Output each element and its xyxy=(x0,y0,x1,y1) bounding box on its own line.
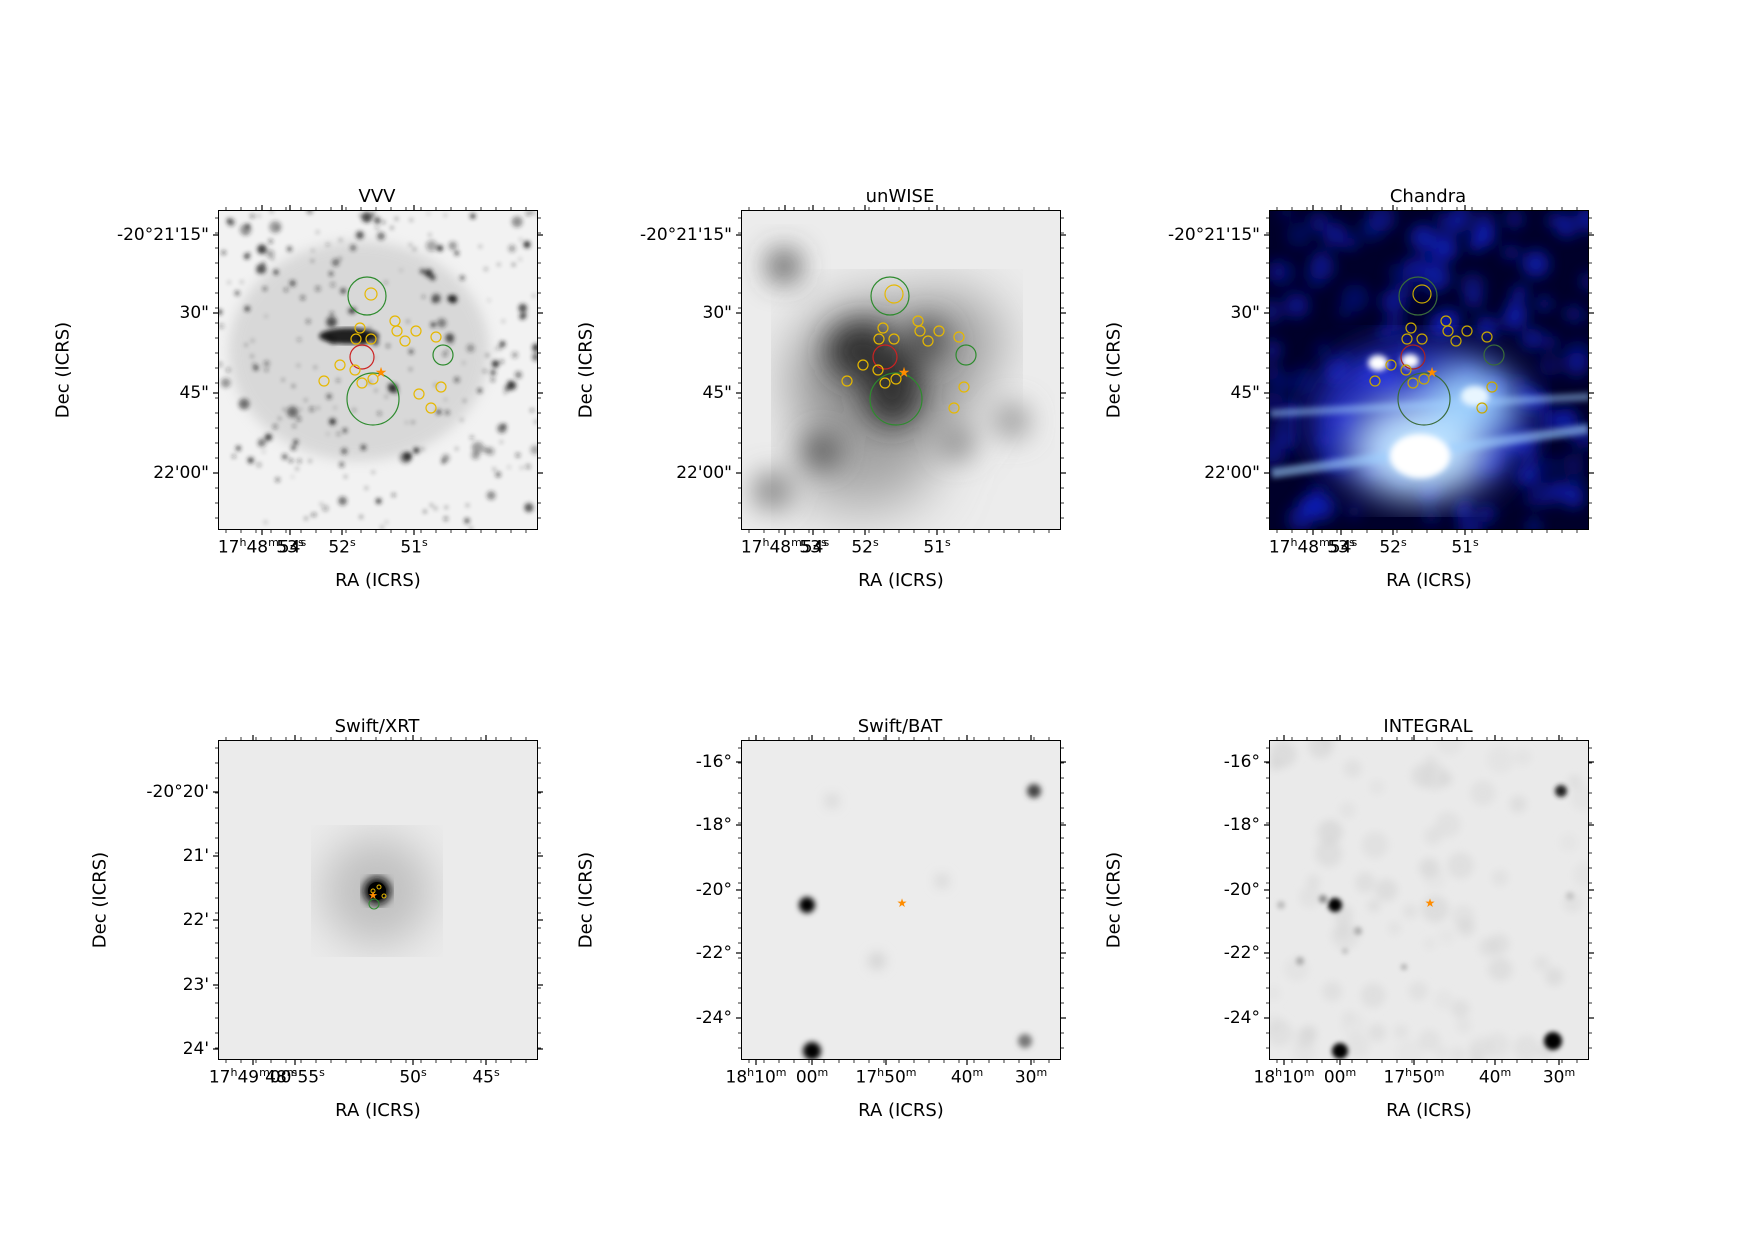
y-axis-label: Dec (ICRS) xyxy=(1103,851,1125,949)
vvv-image: ★ xyxy=(218,210,538,530)
x-tick-label: 17h50m xyxy=(855,1066,917,1088)
y-tick-label: -20°21'15" xyxy=(1167,225,1260,245)
y-tick-label: -20°21'15" xyxy=(116,225,209,245)
y-tick-label: 21' xyxy=(182,846,209,866)
y-tick-label: -20° xyxy=(1223,880,1260,900)
star-marker: ★ xyxy=(375,365,388,381)
x-tick-label: 30m xyxy=(1542,1066,1576,1088)
y-tick-label: 22'00" xyxy=(676,463,732,483)
star-marker: ★ xyxy=(1426,365,1439,381)
x-tick-label: 53s xyxy=(1327,536,1355,558)
x-tick-label: 52s xyxy=(851,536,879,558)
y-axis-label: Dec (ICRS) xyxy=(89,851,111,949)
panel-title: Chandra xyxy=(1389,186,1467,207)
panel-title: unWISE xyxy=(865,186,935,207)
x-tick-label: 30m xyxy=(1014,1066,1048,1088)
y-tick-label: -24° xyxy=(695,1008,732,1028)
x-tick-label: 17h48m54s xyxy=(740,536,830,558)
x-tick-label: 48m55s xyxy=(265,1066,325,1088)
y-tick-label: 30" xyxy=(1230,303,1260,323)
x-tick-label: 17h48m54s xyxy=(217,536,307,558)
x-tick-label: 00m xyxy=(795,1066,829,1088)
y-axis-label: Dec (ICRS) xyxy=(52,321,74,419)
y-tick-label: -18° xyxy=(695,815,732,835)
y-axis-label: Dec (ICRS) xyxy=(575,321,597,419)
y-axis-label: Dec (ICRS) xyxy=(575,851,597,949)
y-tick-label: 24' xyxy=(182,1039,209,1059)
y-tick-label: 30" xyxy=(179,303,209,323)
x-tick-label: 45s xyxy=(472,1066,500,1088)
x-tick-label: 51s xyxy=(923,536,951,558)
y-tick-label: 45" xyxy=(702,383,732,403)
y-axis-label: Dec (ICRS) xyxy=(1103,321,1125,419)
chandra-image: ★ xyxy=(1269,210,1589,530)
y-tick-label: -18° xyxy=(1223,815,1260,835)
x-axis-label: RA (ICRS) xyxy=(1386,1100,1472,1121)
x-axis-label: RA (ICRS) xyxy=(335,1100,421,1121)
panel-title: Swift/XRT xyxy=(334,716,420,737)
y-tick-label: -16° xyxy=(695,752,732,772)
x-tick-label: 53s xyxy=(276,536,304,558)
y-tick-label: -24° xyxy=(1223,1008,1260,1028)
y-tick-label: 22'00" xyxy=(153,463,209,483)
x-tick-label: 52s xyxy=(328,536,356,558)
panel-title: VVV xyxy=(358,186,396,207)
x-axis-label: RA (ICRS) xyxy=(858,1100,944,1121)
x-tick-label: 51s xyxy=(400,536,428,558)
x-tick-label: 17h49m00s xyxy=(208,1066,298,1088)
x-axis-label: RA (ICRS) xyxy=(1386,570,1472,591)
y-tick-label: 23' xyxy=(182,975,209,995)
x-axis-label: RA (ICRS) xyxy=(335,570,421,591)
star-marker: ★ xyxy=(898,365,911,381)
x-tick-label: 50s xyxy=(399,1066,427,1088)
xrt-image: ★ xyxy=(218,740,538,1060)
x-axis-label: RA (ICRS) xyxy=(858,570,944,591)
unwise-image: ★ xyxy=(741,210,1061,530)
y-tick-label: 22' xyxy=(182,910,209,930)
svg-text:★: ★ xyxy=(1425,896,1436,910)
bat-image: ★ xyxy=(741,740,1061,1060)
x-tick-label: 52s xyxy=(1379,536,1407,558)
y-tick-label: 30" xyxy=(702,303,732,323)
x-tick-label: 00m xyxy=(1323,1066,1357,1088)
svg-text:★: ★ xyxy=(368,889,378,902)
y-tick-label: 45" xyxy=(179,383,209,403)
x-tick-label: 17h50m xyxy=(1383,1066,1445,1088)
y-tick-label: 22'00" xyxy=(1204,463,1260,483)
x-tick-label: 51s xyxy=(1451,536,1479,558)
panel-title: INTEGRAL xyxy=(1383,716,1473,737)
y-tick-label: -22° xyxy=(695,943,732,963)
x-tick-label: 40m xyxy=(950,1066,984,1088)
y-tick-label: -16° xyxy=(1223,752,1260,772)
panel-title: Swift/BAT xyxy=(857,716,943,737)
y-tick-label: -20° xyxy=(695,880,732,900)
y-tick-label: -20°21'15" xyxy=(639,225,732,245)
x-tick-label: 53s xyxy=(799,536,827,558)
x-tick-label: 17h48m54s xyxy=(1268,536,1358,558)
x-tick-label: 18h10m xyxy=(1253,1066,1315,1088)
integral-image: ★ xyxy=(1269,740,1589,1060)
y-tick-label: 45" xyxy=(1230,383,1260,403)
x-tick-label: 40m xyxy=(1478,1066,1512,1088)
svg-text:★: ★ xyxy=(897,896,908,910)
y-tick-label: -20°20' xyxy=(146,782,209,802)
x-tick-label: 18h10m xyxy=(725,1066,787,1088)
y-tick-label: -22° xyxy=(1223,943,1260,963)
